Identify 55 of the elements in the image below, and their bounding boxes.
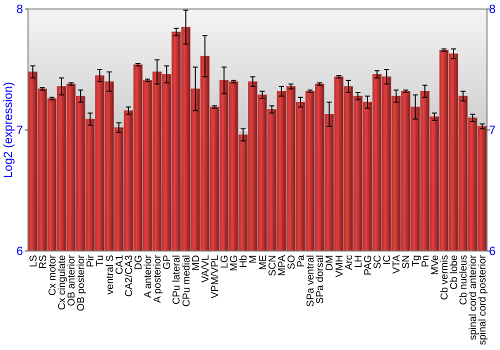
- x-tick-label: Cx motor: [47, 254, 58, 296]
- x-tick-label: CPu lateral: [172, 255, 183, 304]
- y2-tick-label: 8: [489, 2, 496, 16]
- x-tick-label: CPu medial: [181, 255, 192, 307]
- y-tick-label: 7: [16, 123, 24, 138]
- x-tick-label: PAG: [362, 254, 374, 276]
- x-tick-label: LH: [353, 255, 364, 268]
- x-tick-label: SPa ventral: [306, 255, 317, 307]
- x-tick-label: MG: [229, 254, 240, 272]
- x-tick-label: Cb lobe: [449, 254, 460, 290]
- x-tick-label: A posterior: [152, 254, 164, 303]
- x-tick-label: Cb nucleus: [458, 255, 470, 306]
- x-tick-label: DG: [133, 254, 144, 270]
- x-tick-label: LS: [28, 254, 40, 268]
- x-tick-label: spinal cord anterior: [468, 254, 480, 340]
- x-tick-label: RS: [38, 254, 49, 269]
- x-tick-label: OB posterior: [76, 254, 88, 312]
- x-tick-label: IC: [382, 255, 394, 265]
- x-tick-label: M: [248, 255, 260, 264]
- x-tick-label: DM: [324, 255, 336, 271]
- x-tick-label: Tu: [95, 255, 106, 266]
- x-tick-label: SPa dorsal: [315, 255, 326, 304]
- x-tick-label: CA1: [114, 254, 126, 274]
- x-tick-label: Cb vermis: [439, 255, 450, 300]
- x-tick-label: MD: [190, 255, 202, 271]
- x-tick-label: Arc: [344, 255, 355, 270]
- x-tick-label: Tg: [410, 255, 422, 267]
- x-tick-label: MPA: [276, 254, 288, 276]
- x-tick-label: Pn: [420, 255, 432, 268]
- x-tick-label: SCN: [267, 255, 278, 276]
- x-tick-label: LG: [220, 254, 231, 268]
- y-tick-label: 6: [16, 244, 24, 258]
- x-tick-label: CA2/CA3: [124, 254, 135, 297]
- x-tick-label: Hb: [238, 254, 250, 268]
- x-tick-label: OB anterior: [66, 254, 78, 306]
- x-tick-label: Cx cingulate: [56, 254, 68, 310]
- x-tick-label: Pir: [86, 254, 97, 268]
- x-tick-label: VMH: [334, 255, 346, 278]
- x-tick-label: SN: [401, 255, 412, 269]
- x-tick-label: GP: [162, 254, 174, 270]
- y-axis-title: Log2 (expression): [1, 82, 15, 178]
- y-tick-label: 8: [16, 2, 24, 16]
- y2-tick-label: 7: [489, 123, 496, 138]
- x-tick-label: SO: [286, 254, 298, 270]
- x-tick-label: SC: [372, 255, 384, 269]
- x-tick-label: ME: [258, 254, 269, 270]
- x-tick-label: spinal cord posterior: [478, 254, 489, 346]
- x-tick-label: A anterior: [143, 254, 154, 298]
- y2-tick-label: 6: [489, 244, 496, 258]
- x-tick-label: Pa: [296, 254, 308, 268]
- x-tick-label: VTA: [392, 254, 403, 274]
- x-tick-label: ventral S: [104, 254, 116, 294]
- x-tick-label: MVe: [430, 254, 441, 276]
- x-tick-label: VPM/VPL: [210, 254, 221, 298]
- x-tick-label: VA/VL: [200, 254, 212, 283]
